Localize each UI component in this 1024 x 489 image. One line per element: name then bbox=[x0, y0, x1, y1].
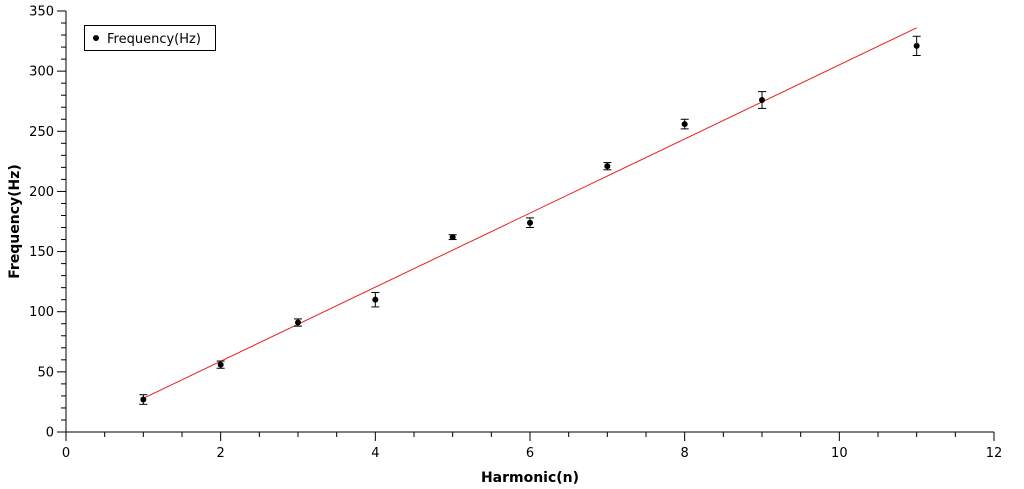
data-point bbox=[295, 319, 301, 326]
legend-label: Frequency(Hz) bbox=[107, 32, 201, 47]
y-tick-label: 100 bbox=[29, 305, 54, 320]
data-point bbox=[527, 219, 533, 226]
y-tick-label: 200 bbox=[29, 185, 54, 200]
y-tick-label: 0 bbox=[46, 426, 54, 441]
data-point bbox=[681, 121, 688, 128]
y-tick-label: 250 bbox=[29, 125, 54, 140]
y-tick-label: 50 bbox=[37, 365, 54, 380]
fit-line bbox=[143, 27, 917, 399]
data-points-layer bbox=[139, 35, 921, 405]
y-axis-title: Frequency(Hz) bbox=[7, 164, 23, 279]
axes: 0 2 4 6 8 10 12 0 50 100 150 200 250 300 350 Harmonic(n… bbox=[7, 5, 1002, 487]
x-tick-label: 0 bbox=[62, 446, 70, 461]
data-point bbox=[217, 361, 224, 368]
y-tick-label: 350 bbox=[29, 5, 54, 20]
x-tick-label: 10 bbox=[831, 446, 848, 461]
y-tick-label: 300 bbox=[29, 65, 54, 80]
x-tick-label: 8 bbox=[681, 446, 689, 461]
data-point bbox=[372, 296, 379, 303]
data-point bbox=[140, 396, 147, 403]
x-tick-label: 6 bbox=[526, 446, 534, 461]
legend-box bbox=[84, 25, 216, 51]
y-tick-label: 150 bbox=[29, 245, 54, 260]
data-point bbox=[913, 42, 920, 49]
legend: Frequency(Hz) bbox=[84, 25, 216, 51]
data-point bbox=[604, 163, 611, 170]
fit-line-layer bbox=[143, 27, 917, 399]
data-point bbox=[759, 97, 765, 104]
legend-marker bbox=[93, 35, 99, 41]
data-point bbox=[449, 234, 456, 241]
x-tick-label: 2 bbox=[217, 446, 225, 461]
x-axis-title: Harmonic(n) bbox=[481, 470, 579, 486]
x-tick-label: 12 bbox=[986, 446, 1003, 461]
x-tick-label: 4 bbox=[371, 446, 379, 461]
